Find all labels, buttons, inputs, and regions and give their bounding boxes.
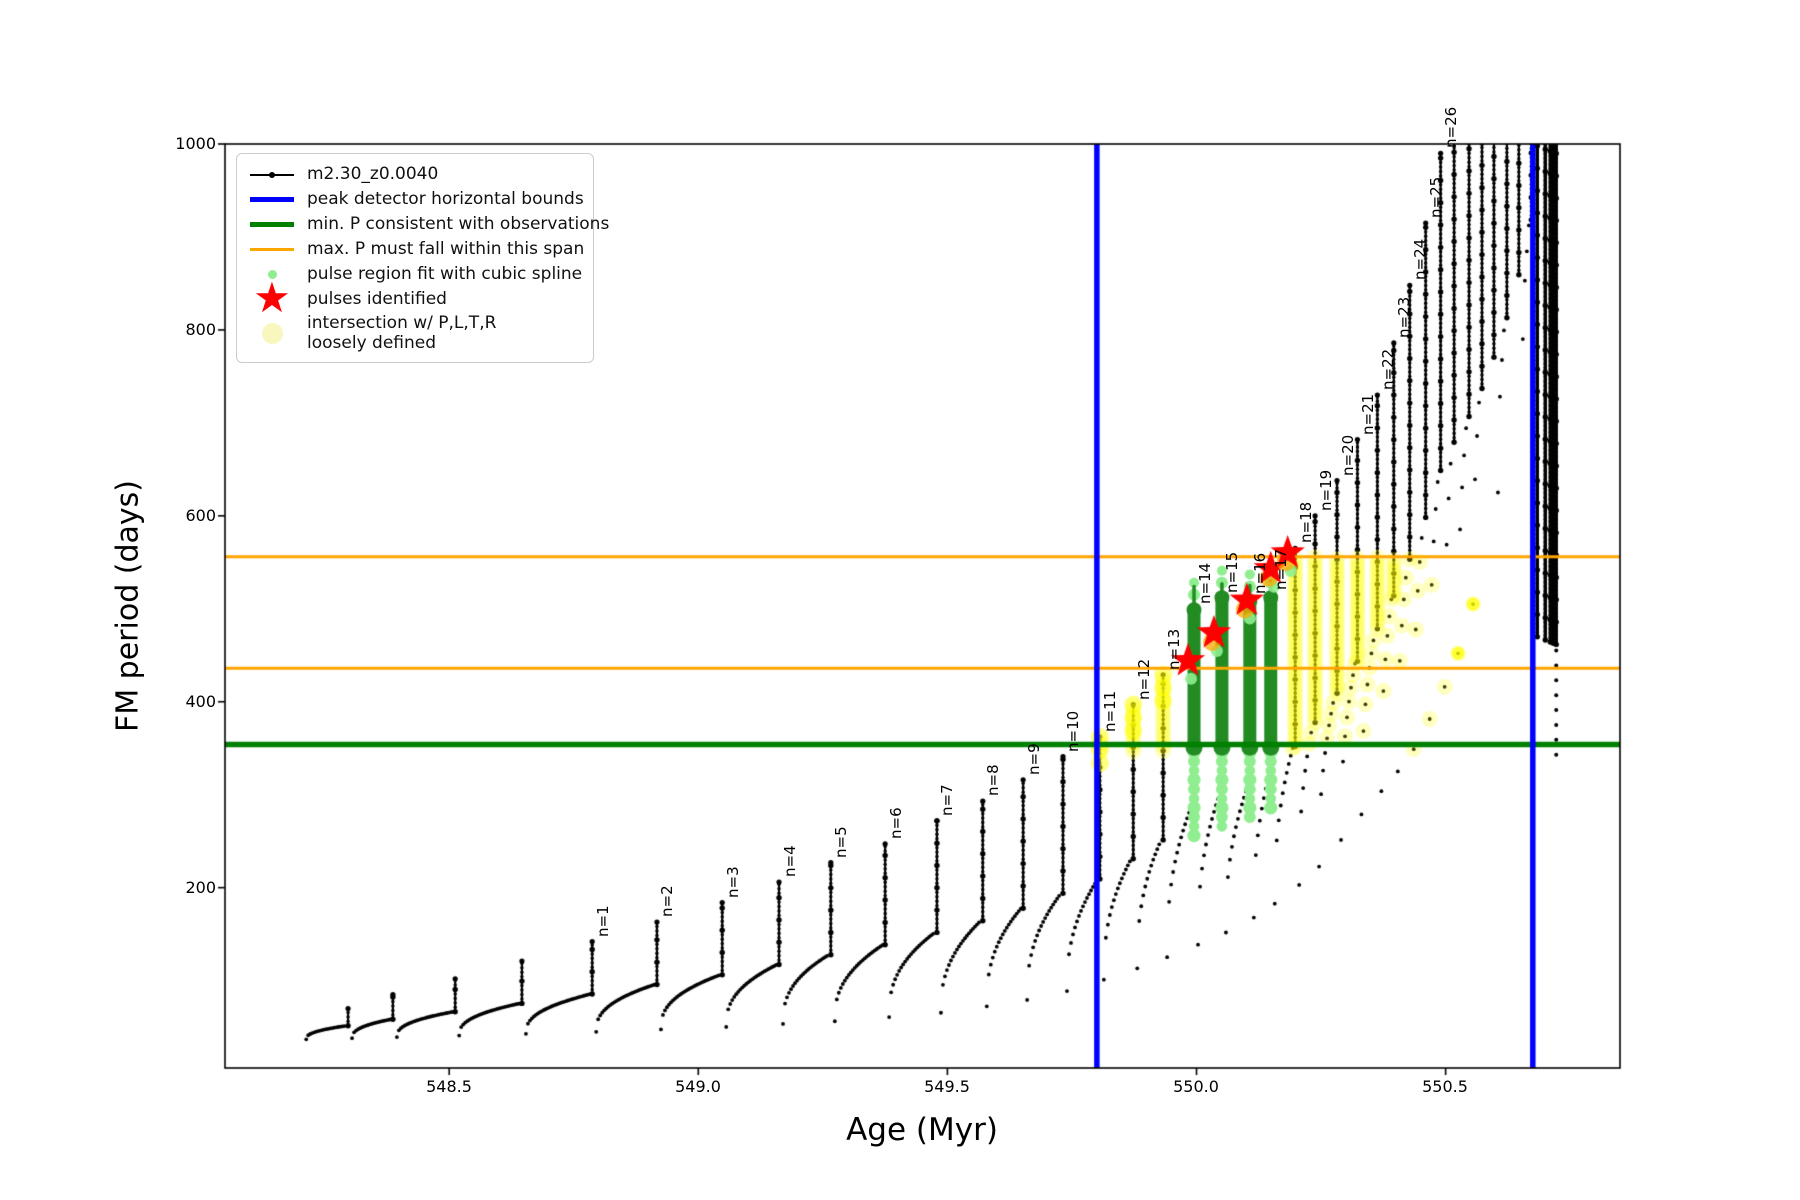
pulse-label-n21: n=21 xyxy=(1358,393,1377,435)
pulse-label-n14: n=14 xyxy=(1195,562,1214,604)
blue-line-icon xyxy=(247,197,297,202)
pulse-label-n24: n=24 xyxy=(1411,239,1430,281)
y-tick-label-600: 600 xyxy=(185,506,216,525)
legend: m2.30_z0.0040 peak detector horizontal b… xyxy=(236,153,609,363)
y-tick-label-400: 400 xyxy=(185,692,216,711)
legend-item-peak-detector-bounds: peak detector horizontal bounds xyxy=(247,187,584,212)
legend-item-track: m2.30_z0.0040 xyxy=(247,162,583,187)
legend-label: max. P must fall within this span xyxy=(307,239,585,260)
track-line-icon xyxy=(247,173,297,176)
legend-item-min-p: min. P consistent with observations xyxy=(247,212,609,237)
pulse-label-n6: n=6 xyxy=(886,807,905,839)
lightgreen-dot-icon xyxy=(247,270,297,279)
pulse-label-n4: n=4 xyxy=(780,845,799,878)
legend-label: m2.30_z0.0040 xyxy=(307,164,439,185)
x-tick-label-548-5: 548.5 xyxy=(426,1077,472,1096)
legend-item-pulse-region: pulse region fit with cubic spline xyxy=(247,262,583,287)
pulse-label-n10: n=10 xyxy=(1064,710,1083,752)
pulse-label-n17: n=17 xyxy=(1272,548,1291,590)
pulse-label-n19: n=19 xyxy=(1316,469,1335,511)
orange-line-icon xyxy=(247,248,297,251)
pulse-label-n1: n=1 xyxy=(593,904,612,937)
x-tick-label-549-5: 549.5 xyxy=(924,1077,970,1096)
yellow-dot-icon xyxy=(247,322,297,344)
pulse-label-n12: n=12 xyxy=(1134,658,1153,700)
legend-label: peak detector horizontal bounds xyxy=(307,189,584,210)
x-axis-label: Age (Myr) xyxy=(846,1112,998,1148)
pulse-label-n20: n=20 xyxy=(1338,434,1357,476)
x-tick-label-549-0: 549.0 xyxy=(675,1077,721,1096)
legend-label: min. P consistent with observations xyxy=(307,214,610,235)
pulse-label-n15: n=15 xyxy=(1223,551,1242,593)
legend-item-pulses-identified: ★ pulses identified xyxy=(247,272,583,322)
y-tick-label-200: 200 xyxy=(185,878,216,897)
pulse-label-n22: n=22 xyxy=(1378,348,1397,390)
legend-item-intersection: intersection w/ P,L,T,R loosely defined xyxy=(247,312,583,354)
y-axis-label: FM period (days) xyxy=(110,480,146,732)
x-tick-label-550-5: 550.5 xyxy=(1422,1077,1468,1096)
pulse-label-n16: n=16 xyxy=(1251,553,1270,595)
y-tick-label-1000: 1000 xyxy=(175,134,216,153)
pulse-label-n5: n=5 xyxy=(832,825,851,858)
y-tick-label-800: 800 xyxy=(185,320,216,339)
red-star-icon: ★ xyxy=(253,272,291,322)
pulse-label-n26: n=26 xyxy=(1442,107,1461,149)
legend-item-max-p: max. P must fall within this span xyxy=(247,237,585,262)
pulse-label-n7: n=7 xyxy=(938,784,957,816)
legend-label: pulses identified xyxy=(307,289,447,310)
pulse-label-n2: n=2 xyxy=(658,885,677,918)
pulse-label-n3: n=3 xyxy=(723,865,742,898)
green-line-icon xyxy=(247,222,297,227)
pulse-label-n9: n=9 xyxy=(1024,743,1043,775)
legend-label: intersection w/ P,L,T,R loosely defined xyxy=(307,312,497,353)
legend-label: pulse region fit with cubic spline xyxy=(307,264,583,285)
pulse-label-n23: n=23 xyxy=(1395,296,1414,338)
x-tick-label-550-0: 550.0 xyxy=(1173,1077,1219,1096)
pulse-label-n8: n=8 xyxy=(984,764,1003,797)
pulse-label-n25: n=25 xyxy=(1427,176,1446,218)
pulse-label-n18: n=18 xyxy=(1296,502,1315,544)
pulse-label-n13: n=13 xyxy=(1164,628,1183,670)
pulse-label-n11: n=11 xyxy=(1101,690,1120,733)
